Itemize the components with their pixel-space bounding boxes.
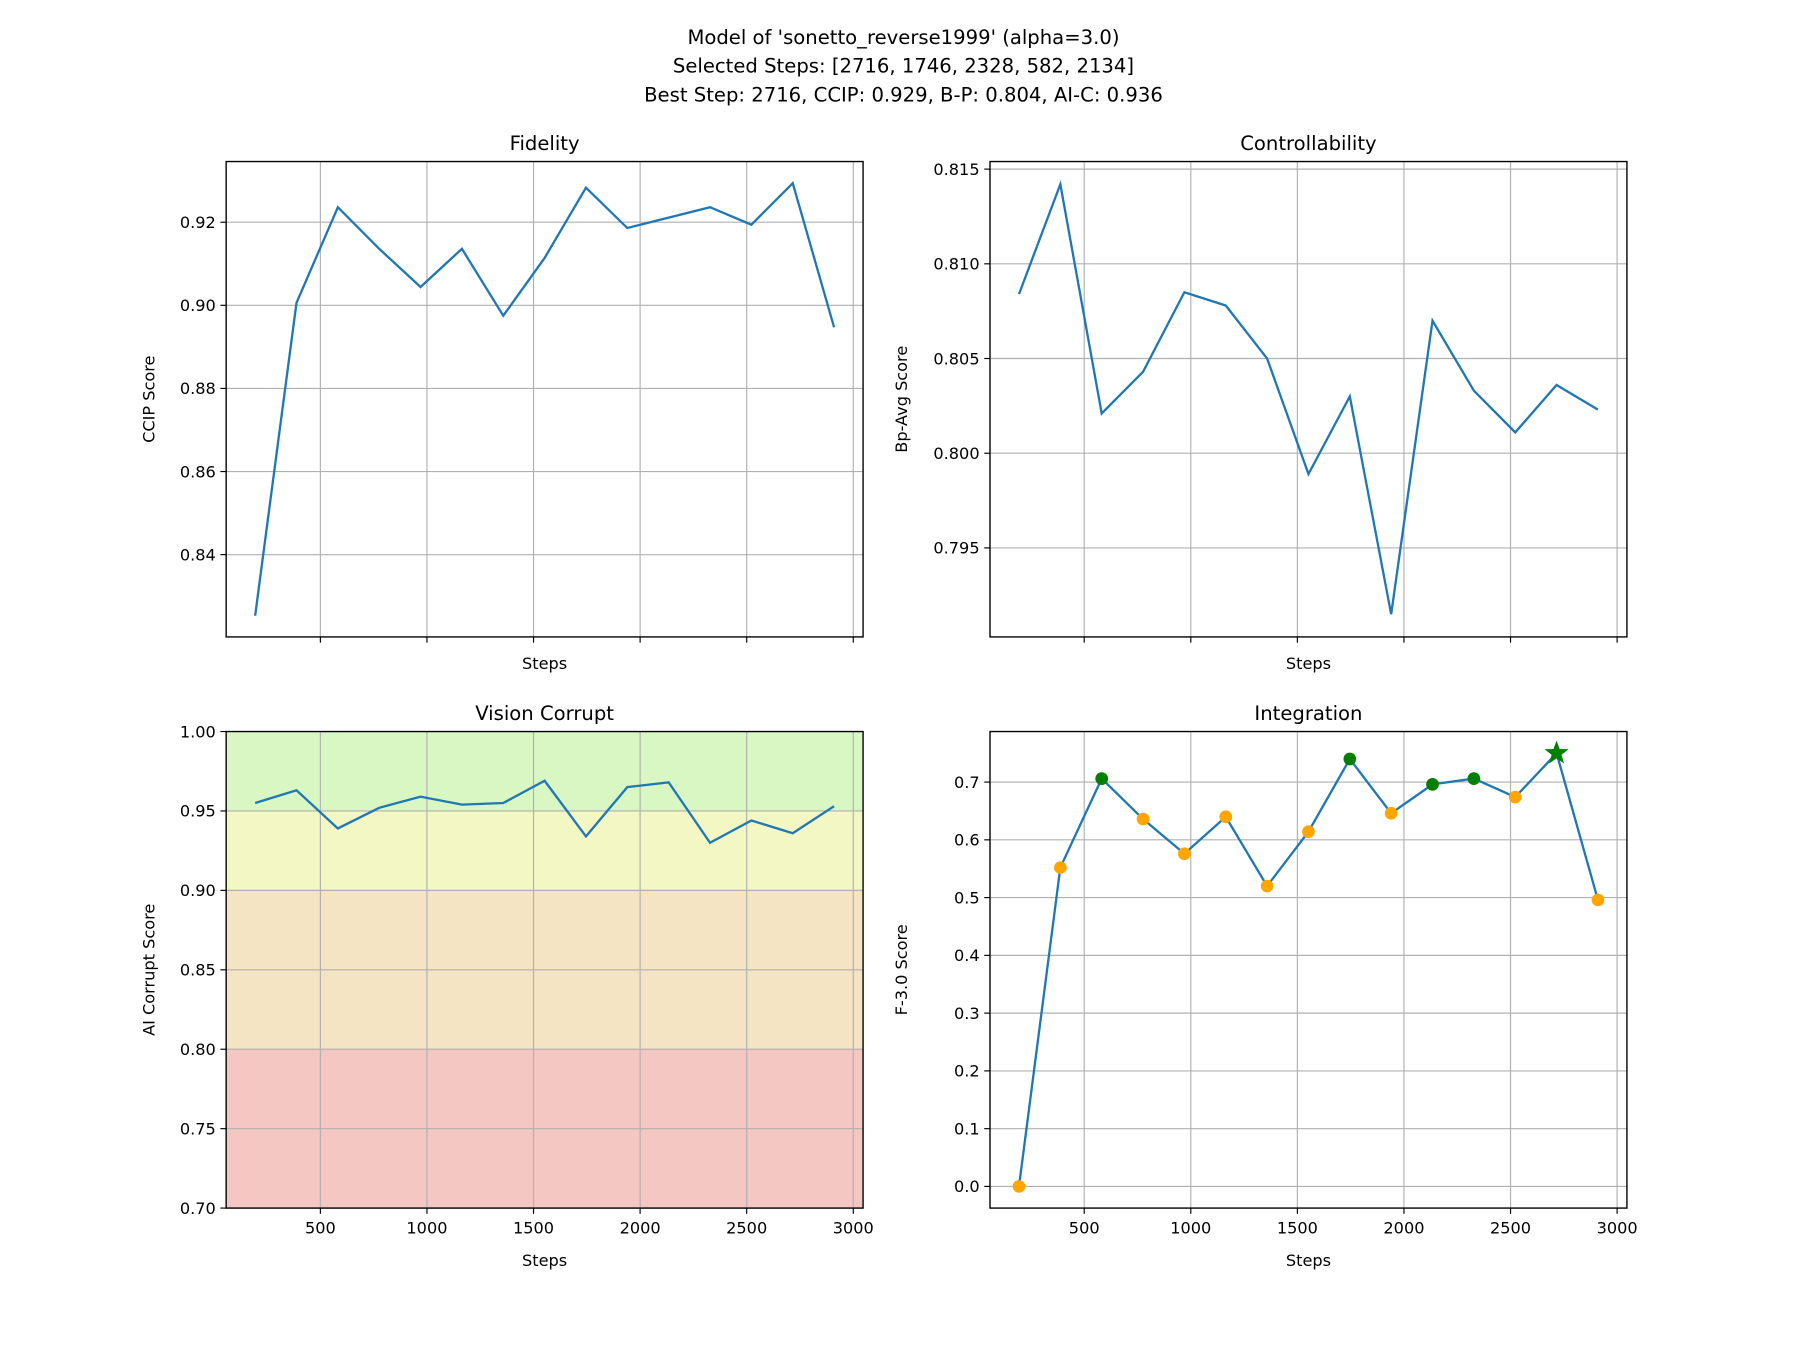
- x-tick-label: 2000: [1383, 1218, 1424, 1237]
- y-axis-label: CCIP Score: [140, 355, 159, 442]
- suptitle-line-3: Best Step: 2716, CCIP: 0.929, B-P: 0.804…: [644, 84, 1163, 107]
- x-tick-label: 1000: [406, 1218, 447, 1237]
- subplot-title: Controllability: [1240, 132, 1377, 155]
- x-axis-label: Steps: [1286, 654, 1331, 673]
- y-tick-label: 0.7: [954, 773, 980, 792]
- x-tick-label: 1500: [513, 1218, 554, 1237]
- y-tick-label: 0.3: [954, 1004, 980, 1023]
- axes-frame: [989, 160, 1628, 638]
- x-tick-label: 3000: [1597, 1218, 1638, 1237]
- selected-step-marker: [1095, 772, 1109, 785]
- suptitle-line-1: Model of 'sonetto_reverse1999' (alpha=3.…: [687, 26, 1119, 49]
- step-marker: [1136, 812, 1150, 826]
- step-marker: [1302, 825, 1315, 839]
- y-tick-label: 0.75: [180, 1119, 216, 1138]
- step-marker: [1260, 879, 1274, 893]
- step-marker: [1508, 790, 1522, 804]
- suptitle-line-2: Selected Steps: [2716, 1746, 2328, 582, …: [673, 55, 1134, 78]
- subplot-title: Fidelity: [510, 132, 580, 155]
- step-marker: [1178, 847, 1191, 861]
- y-tick-label: 0.90: [180, 296, 216, 315]
- y-tick-label: 0.5: [954, 888, 980, 907]
- y-tick-label: 0.92: [180, 213, 216, 232]
- x-axis-label: Steps: [522, 654, 567, 673]
- selected-step-marker: [1467, 772, 1481, 785]
- x-tick-label: 500: [1069, 1218, 1100, 1237]
- series-line: [1017, 179, 1599, 615]
- x-tick-label: 500: [305, 1218, 336, 1237]
- axes-frame: [989, 730, 1628, 1209]
- background-band: [226, 810, 864, 891]
- x-tick-label: 1500: [1277, 1218, 1318, 1237]
- y-tick-label: 0.86: [180, 462, 216, 481]
- x-tick-label: 2000: [620, 1218, 661, 1237]
- step-marker: [1053, 861, 1067, 874]
- y-tick-label: 1.00: [180, 722, 216, 741]
- axes-frame: [225, 160, 864, 638]
- subplot-vision-corrupt: 500 1000 1500 2000 2500 3000 0.70 0.75 0.80 0.85 0…: [140, 702, 874, 1270]
- step-marker: [1591, 893, 1605, 907]
- subplot-title: Vision Corrupt: [475, 702, 614, 725]
- selected-step-marker: [1343, 752, 1357, 766]
- y-axis-label: Bp-Avg Score: [892, 346, 911, 453]
- series-line: [253, 180, 836, 616]
- y-axis-label: F-3.0 Score: [892, 924, 911, 1015]
- y-tick-label: 0.800: [933, 444, 979, 463]
- y-tick-label: 0.70: [180, 1199, 216, 1218]
- subplot-integration: 500 1000 1500 2000 2500 3000 0.0 0.1 0.2 0.3 0.4 0.…: [892, 702, 1638, 1270]
- subplot-controllability: 0.795 0.800 0.805 0.810 0.815 Controllability…: [892, 132, 1628, 673]
- y-tick-label: 0.2: [954, 1062, 980, 1081]
- x-tick-label: 2500: [1490, 1218, 1531, 1237]
- x-tick-label: 2500: [726, 1218, 767, 1237]
- x-axis-label: Steps: [1286, 1251, 1331, 1270]
- y-tick-label: 0.88: [180, 379, 216, 398]
- selected-step-marker: [1426, 778, 1439, 791]
- x-tick-label: 1000: [1170, 1218, 1211, 1237]
- y-tick-label: 0.795: [933, 539, 979, 558]
- best-step-star-marker: [1544, 740, 1569, 764]
- subplot-title: Integration: [1254, 702, 1362, 725]
- y-tick-label: 0.4: [954, 946, 980, 965]
- y-tick-label: 0.0: [954, 1177, 980, 1196]
- step-marker: [1384, 806, 1398, 820]
- x-tick-label: 3000: [833, 1218, 874, 1237]
- y-tick-label: 0.85: [180, 961, 216, 980]
- background-band: [226, 731, 864, 811]
- y-tick-label: 0.1: [954, 1119, 980, 1138]
- y-tick-label: 0.815: [933, 160, 979, 179]
- step-marker: [1012, 1180, 1026, 1193]
- axes-frame: [225, 730, 864, 1209]
- y-tick-label: 0.90: [180, 881, 216, 900]
- y-tick-label: 0.95: [180, 802, 216, 821]
- y-tick-label: 0.80: [180, 1040, 216, 1059]
- y-tick-label: 0.84: [180, 545, 216, 564]
- y-tick-label: 0.6: [954, 831, 980, 850]
- y-tick-label: 0.805: [933, 349, 979, 368]
- subplot-fidelity: 0.84 0.86 0.88 0.90 0.92 Fidelity Steps CCIP Sc…: [140, 132, 864, 673]
- y-axis-label: AI Corrupt Score: [140, 904, 159, 1036]
- series-line: [254, 779, 835, 845]
- x-axis-label: Steps: [522, 1251, 567, 1270]
- y-tick-label: 0.810: [933, 255, 979, 274]
- step-marker: [1219, 810, 1233, 824]
